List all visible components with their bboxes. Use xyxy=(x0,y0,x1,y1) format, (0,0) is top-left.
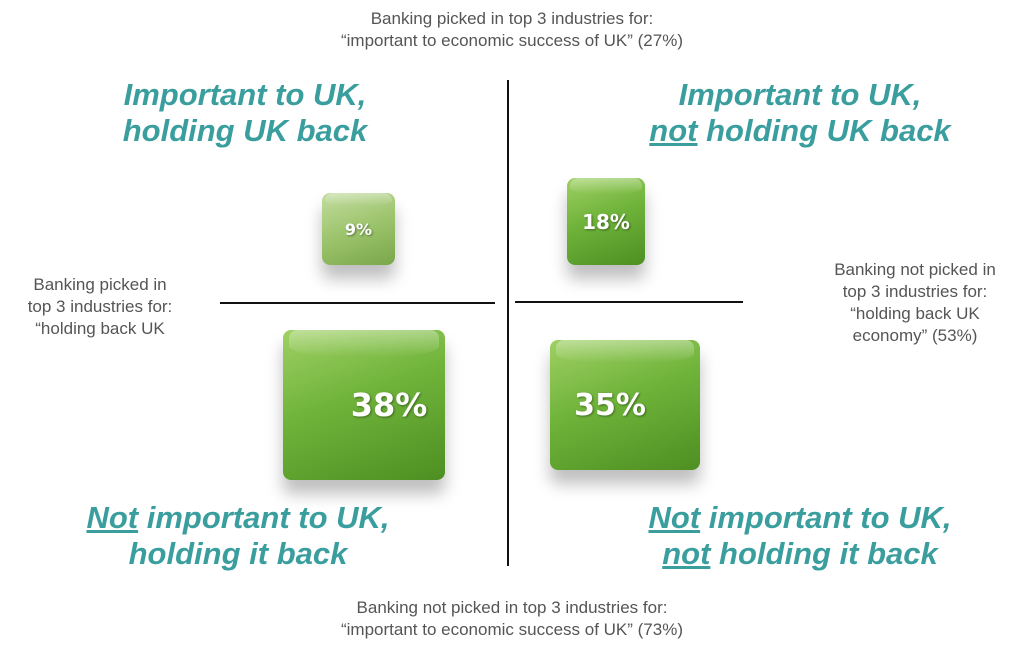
value-label: 18% xyxy=(582,210,630,234)
text: top 3 industries for: xyxy=(810,281,1020,303)
cube: 38% xyxy=(283,330,445,480)
quadrant-title: Not important to UK, not holding it back xyxy=(590,500,1010,572)
value-label: 9% xyxy=(345,220,372,239)
text: Important to UK, xyxy=(124,77,367,112)
quadrant-title: Important to UK, holding UK back xyxy=(35,77,455,149)
value-label: 35% xyxy=(574,388,646,423)
text: holding UK back xyxy=(698,113,951,148)
bottom-axis-label: Banking not picked in top 3 industries f… xyxy=(262,597,762,641)
text: not xyxy=(662,536,710,571)
value-label: 38% xyxy=(351,386,428,424)
cube: 9% xyxy=(322,193,395,265)
text: Banking picked in xyxy=(0,274,200,296)
text: Not xyxy=(648,500,700,535)
text: holding it back xyxy=(710,536,937,571)
quadrant-title: Not important to UK, holding it back xyxy=(28,500,448,572)
top-axis-label: Banking picked in top 3 industries for: … xyxy=(262,8,762,52)
page: Banking picked in top 3 industries for: … xyxy=(0,0,1024,645)
text: holding UK back xyxy=(123,113,368,148)
text: important to UK, xyxy=(138,500,389,535)
horizontal-axis-right xyxy=(515,301,743,303)
text: “holding back UK xyxy=(0,318,200,340)
text: Banking picked in top 3 industries for: xyxy=(262,8,762,30)
text: not xyxy=(649,113,697,148)
cube: 18% xyxy=(567,178,645,265)
text: Important to UK, xyxy=(679,77,922,112)
left-axis-label: Banking picked in top 3 industries for: … xyxy=(0,274,200,340)
horizontal-axis-left xyxy=(220,302,495,304)
text: economy” (53%) xyxy=(810,325,1020,347)
text: “holding back UK xyxy=(810,303,1020,325)
text: Banking not picked in xyxy=(810,259,1020,281)
quadrant-title: Important to UK, not holding UK back xyxy=(590,77,1010,149)
text: Not xyxy=(86,500,138,535)
text: important to UK, xyxy=(700,500,951,535)
right-axis-label: Banking not picked in top 3 industries f… xyxy=(810,259,1020,347)
cube: 35% xyxy=(550,340,700,470)
text: “important to economic success of UK” (7… xyxy=(262,619,762,641)
vertical-axis xyxy=(507,80,509,566)
text: “important to economic success of UK” (2… xyxy=(262,30,762,52)
text: holding it back xyxy=(129,536,348,571)
text: Banking not picked in top 3 industries f… xyxy=(262,597,762,619)
text: top 3 industries for: xyxy=(0,296,200,318)
